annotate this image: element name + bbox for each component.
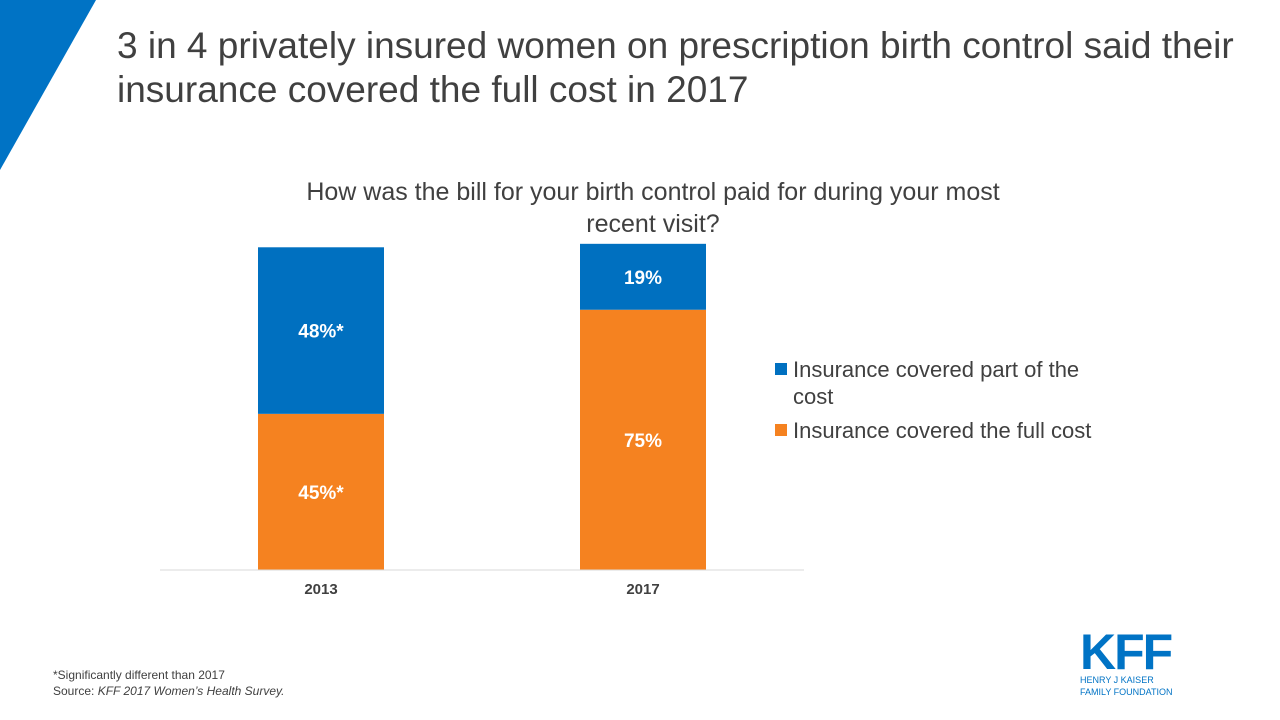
legend-item-full: Insurance covered the full cost xyxy=(775,417,1095,444)
kff-logo-line2: FAMILY FOUNDATION xyxy=(1080,687,1173,697)
bar-2017-part xyxy=(580,243,706,310)
legend-item-part: Insurance covered part of the cost xyxy=(775,356,1095,410)
legend-swatch-part xyxy=(775,363,787,375)
chart-title: How was the bill for your birth control … xyxy=(306,178,1000,238)
footnotes: *Significantly different than 2017 Sourc… xyxy=(53,667,284,699)
legend: Insurance covered part of the cost Insur… xyxy=(775,356,1095,451)
legend-swatch-full xyxy=(775,424,787,436)
bar-2017-full xyxy=(580,309,706,570)
corner-accent xyxy=(0,0,96,170)
data-label-2017-full: 75% xyxy=(624,431,662,452)
kff-logo: KFF HENRY J KAISER FAMILY FOUNDATION xyxy=(1080,624,1200,698)
significance-note: *Significantly different than 2017 xyxy=(53,668,225,682)
data-label-2013-full: 45%* xyxy=(298,483,344,504)
data-label-2013-part: 48%* xyxy=(298,322,344,343)
bar-2013-full xyxy=(258,413,384,570)
legend-label-full: Insurance covered the full cost xyxy=(793,418,1092,443)
source-title: KFF 2017 Women’s Health Survey. xyxy=(97,684,285,698)
legend-label-part: Insurance covered part of the cost xyxy=(793,357,1080,409)
kff-logo-line1: HENRY J KAISER xyxy=(1080,675,1154,685)
slide-title: 3 in 4 privately insured women on prescr… xyxy=(117,25,1234,110)
kff-logo-mark: KFF xyxy=(1080,624,1173,680)
data-label-2017-part: 19% xyxy=(624,268,662,289)
bar-2013-part xyxy=(258,247,384,414)
source-prefix: Source: xyxy=(53,684,98,698)
x-tick-2017: 2017 xyxy=(626,581,659,598)
source-note: Source: KFF 2017 Women’s Health Survey. xyxy=(53,683,284,699)
x-tick-2013: 2013 xyxy=(304,581,337,598)
